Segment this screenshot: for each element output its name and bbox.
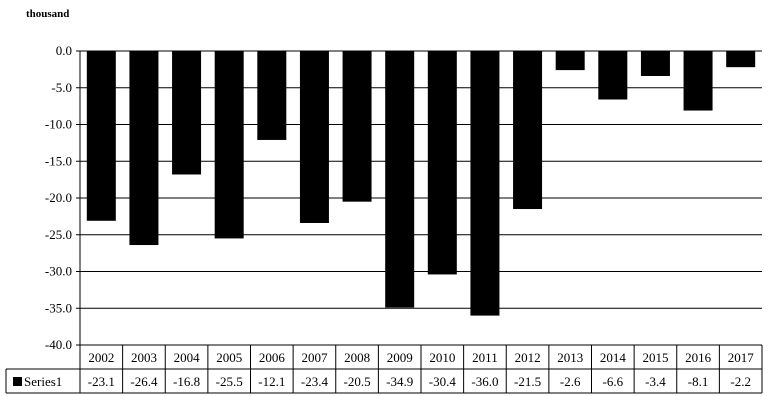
- bar-2004: [172, 51, 202, 175]
- bar-2009: [385, 51, 415, 308]
- x-tick-label: 2016: [685, 350, 712, 365]
- x-tick-label: 2014: [600, 350, 627, 365]
- x-tick-label: 2008: [344, 350, 370, 365]
- x-tick-label: 2010: [429, 350, 455, 365]
- y-tick-label: -10.0: [45, 117, 72, 132]
- data-label: -25.5: [216, 374, 243, 389]
- bar-2016: [683, 51, 713, 111]
- y-tick-label: -5.0: [51, 80, 72, 95]
- x-tick-label: 2009: [387, 350, 413, 365]
- x-tick-label: 2017: [728, 350, 755, 365]
- x-tick-label: 2013: [557, 350, 583, 365]
- x-tick-label: 2005: [216, 350, 242, 365]
- data-label: -12.1: [258, 374, 285, 389]
- legend-series-name: Series1: [24, 374, 62, 389]
- bar-2002: [86, 51, 116, 221]
- bar-2012: [513, 51, 543, 210]
- y-tick-label: -35.0: [45, 300, 72, 315]
- bar-2017: [726, 51, 756, 68]
- bar-2008: [342, 51, 372, 202]
- bar-2014: [598, 51, 628, 100]
- data-label: -21.5: [514, 374, 541, 389]
- y-tick-label: -25.0: [45, 227, 72, 242]
- bar-2003: [129, 51, 159, 246]
- data-label: -16.8: [173, 374, 200, 389]
- bar-2011: [470, 51, 500, 316]
- y-tick-label: -15.0: [45, 153, 72, 168]
- legend-swatch: [13, 377, 22, 386]
- bars: [86, 51, 756, 316]
- x-tick-label: 2004: [174, 350, 201, 365]
- x-tick-label: 2007: [301, 350, 328, 365]
- y-axis-unit-label: thousand: [26, 8, 69, 20]
- data-label: -34.9: [386, 374, 413, 389]
- x-tick-label: 2006: [259, 350, 286, 365]
- x-tick-label: 2015: [642, 350, 668, 365]
- data-label: -8.1: [688, 374, 709, 389]
- data-label: -36.0: [471, 374, 498, 389]
- x-tick-label: 2011: [472, 350, 498, 365]
- bar-2006: [257, 51, 287, 140]
- data-label: -2.2: [730, 374, 751, 389]
- bar-2015: [640, 51, 670, 76]
- data-label: -6.6: [603, 374, 624, 389]
- x-tick-label: 2002: [88, 350, 114, 365]
- bar-2007: [299, 51, 329, 223]
- x-tick-label: 2012: [515, 350, 541, 365]
- y-tick-label: -30.0: [45, 264, 72, 279]
- y-tick-label: 0.0: [56, 43, 72, 58]
- y-tick-label: -20.0: [45, 190, 72, 205]
- y-axis-ticks: 0.0 -5.0 -10.0 -15.0 -20.0 -25.0 -30.0 -35.0 -40…: [45, 43, 72, 352]
- bar-2013: [555, 51, 585, 71]
- data-table: 2002 -23.1 2003 -26.4 2004 -16.8 2005 -25.5 2006…: [5, 344, 763, 394]
- bar-2005: [214, 51, 244, 239]
- data-label: -26.4: [130, 374, 158, 389]
- data-label: -23.1: [88, 374, 115, 389]
- y-tick-label: -40.0: [45, 337, 72, 352]
- data-label: -2.6: [560, 374, 581, 389]
- x-tick-label: 2003: [131, 350, 157, 365]
- data-label: -20.5: [344, 374, 371, 389]
- data-label: -23.4: [301, 374, 329, 389]
- data-label: -3.4: [645, 374, 666, 389]
- bar-2010: [427, 51, 457, 275]
- data-label: -30.4: [429, 374, 457, 389]
